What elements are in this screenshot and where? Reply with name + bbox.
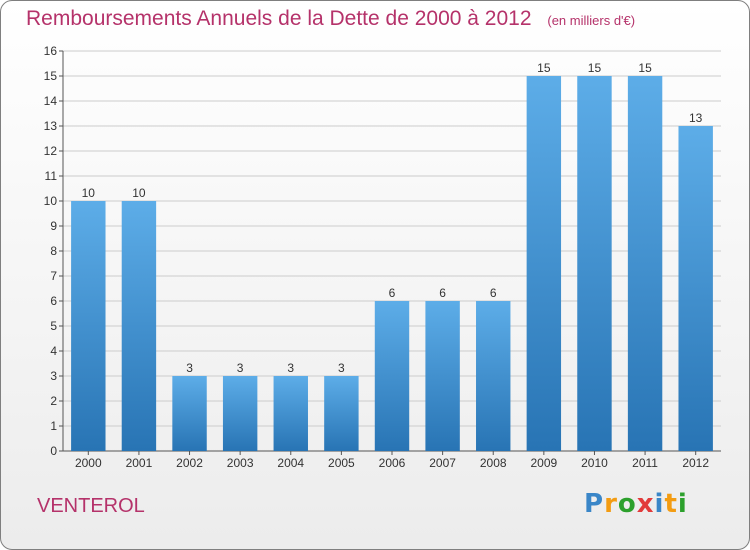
logo-letter: x (636, 489, 655, 519)
data-label-2008: 6 (490, 286, 497, 300)
x-tick-label: 2010 (581, 456, 608, 470)
bars (71, 76, 713, 451)
x-tick-label: 2006 (379, 456, 406, 470)
bar-2007 (425, 301, 460, 451)
chart-title-block: Remboursements Annuels de la Dette de 20… (26, 7, 635, 31)
logo-letter: r (604, 489, 618, 519)
bar-2006 (374, 301, 410, 451)
bar-2003 (222, 376, 258, 451)
bar-2010 (577, 76, 612, 451)
bar-2011 (627, 76, 663, 451)
data-labels: 10 10 3 3 3 3 6 6 6 15 15 15 13 (82, 61, 703, 375)
data-label-2012: 13 (689, 111, 703, 125)
chart-title: Remboursements Annuels de la Dette de 20… (26, 7, 532, 30)
y-tick-label: 14 (44, 94, 58, 108)
x-tick-label: 2007 (429, 456, 456, 470)
bar-2000 (71, 201, 106, 451)
y-tick-label: 4 (50, 344, 57, 358)
y-tick-label: 7 (50, 269, 57, 283)
data-label-2011: 15 (638, 61, 652, 75)
data-label-2009: 15 (537, 61, 551, 75)
bar-2005 (324, 376, 359, 451)
logo-letter: i (654, 489, 665, 519)
bar-2001 (121, 201, 157, 451)
y-tick-label: 15 (44, 69, 58, 83)
y-tick-label: 10 (44, 194, 58, 208)
logo-letter: P (584, 489, 605, 519)
data-label-2007: 6 (439, 286, 446, 300)
x-tick-label: 2003 (227, 456, 254, 470)
y-tick-label: 0 (50, 444, 57, 458)
x-tick-label: 2001 (126, 456, 153, 470)
bar-2012 (678, 126, 713, 451)
y-tick-label: 6 (50, 294, 57, 308)
y-tick-label: 12 (44, 144, 58, 158)
x-tick-label: 2011 (632, 456, 658, 470)
data-label-2006: 6 (389, 286, 396, 300)
y-tick-label: 13 (44, 119, 58, 133)
proxiti-logo: Proxiti (584, 489, 688, 519)
bar-2009 (526, 76, 562, 451)
y-tick-label: 9 (50, 219, 57, 233)
x-tick-label: 2005 (328, 456, 355, 470)
y-tick-label: 3 (50, 369, 57, 383)
logo-letter: o (617, 489, 637, 519)
data-label-2010: 15 (588, 61, 602, 75)
y-tick-label: 16 (44, 44, 58, 58)
data-label-2002: 3 (186, 361, 193, 375)
x-tick-label: 2004 (277, 456, 304, 470)
y-tick-label: 1 (50, 419, 57, 433)
bar-2008 (476, 301, 511, 451)
x-tick-label: 2009 (530, 456, 557, 470)
x-tick-label: 2000 (75, 456, 102, 470)
data-label-2000: 10 (82, 186, 96, 200)
bar-2002 (172, 376, 207, 451)
data-label-2004: 3 (287, 361, 294, 375)
y-tick-label: 5 (50, 319, 57, 333)
logo-letter: t (664, 489, 678, 519)
y-tick-label: 8 (50, 244, 57, 258)
chart-subtitle: (en milliers d'€) (547, 13, 636, 28)
data-label-2001: 10 (132, 186, 146, 200)
data-label-2003: 3 (237, 361, 244, 375)
x-tick-label: 2002 (176, 456, 203, 470)
data-label-2005: 3 (338, 361, 345, 375)
bar-2004 (273, 376, 308, 451)
logo-letter: i (677, 489, 688, 519)
x-tick-label: 2012 (682, 456, 709, 470)
x-tick-label: 2008 (480, 456, 507, 470)
commune-name: VENTEROL (37, 495, 145, 517)
y-tick-label: 11 (45, 169, 58, 183)
y-tick-label: 2 (50, 394, 57, 408)
